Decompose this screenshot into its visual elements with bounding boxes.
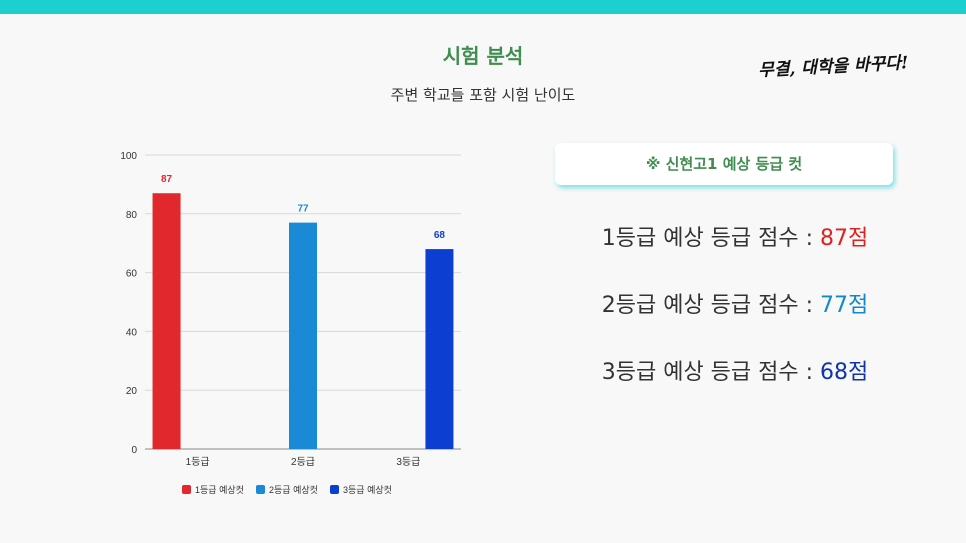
x-axis-ticks: 1등급 2등급 3등급 (186, 456, 421, 468)
x-tick-label: 1등급 (186, 456, 210, 468)
score-line-3: 3등급 예상 등급 점수 : 68점 (555, 354, 915, 386)
legend-label: 1등급 예상컷 (195, 485, 244, 495)
chart-bars (152, 193, 454, 449)
y-tick-label: 100 (120, 151, 137, 162)
legend-label: 2등급 예상컷 (269, 485, 318, 495)
grade-cut-bar-chart: 0 20 40 60 80 100 87 77 68 1등급 2등급 3등급 1등급 예상컷 2등급… (120, 151, 461, 495)
y-tick-label: 0 (131, 445, 137, 456)
data-label: 77 (297, 204, 309, 215)
legend-label: 3등급 예상컷 (343, 485, 392, 495)
page-subtitle: 주변 학교들 포함 시험 난이도 (390, 86, 576, 104)
data-label: 68 (434, 230, 446, 241)
score-label: 2등급 예상 등급 점수 : (601, 293, 821, 318)
x-tick-label: 3등급 (396, 456, 420, 468)
page-title: 시험 분석 (442, 44, 524, 68)
x-tick-label: 2등급 (291, 456, 315, 468)
y-tick-label: 40 (126, 327, 138, 338)
top-accent-bar (0, 0, 966, 14)
score-value: 77점 (820, 293, 869, 318)
grade-cut-badge: ※ 신현고1 예상 등급 컷 (555, 143, 893, 185)
bar (289, 222, 317, 449)
score-value: 87점 (820, 226, 869, 251)
score-line-1: 1등급 예상 등급 점수 : 87점 (555, 220, 915, 252)
score-value: 68점 (820, 360, 869, 385)
legend-swatch (182, 485, 191, 494)
y-axis-ticks: 0 20 40 60 80 100 (120, 151, 137, 456)
y-tick-label: 20 (126, 386, 138, 397)
chart-legend: 1등급 예상컷 2등급 예상컷 3등급 예상컷 (182, 485, 392, 495)
score-label: 1등급 예상 등급 점수 : (601, 226, 821, 251)
data-labels: 87 77 68 (161, 174, 445, 241)
score-label: 3등급 예상 등급 점수 : (601, 360, 821, 385)
score-line-2: 2등급 예상 등급 점수 : 77점 (555, 287, 915, 319)
legend-swatch (256, 485, 265, 494)
bar (152, 193, 181, 449)
y-tick-label: 60 (126, 269, 138, 280)
legend-swatch (330, 485, 339, 494)
bar (425, 249, 454, 449)
data-label: 87 (161, 174, 173, 185)
y-tick-label: 80 (126, 210, 138, 221)
